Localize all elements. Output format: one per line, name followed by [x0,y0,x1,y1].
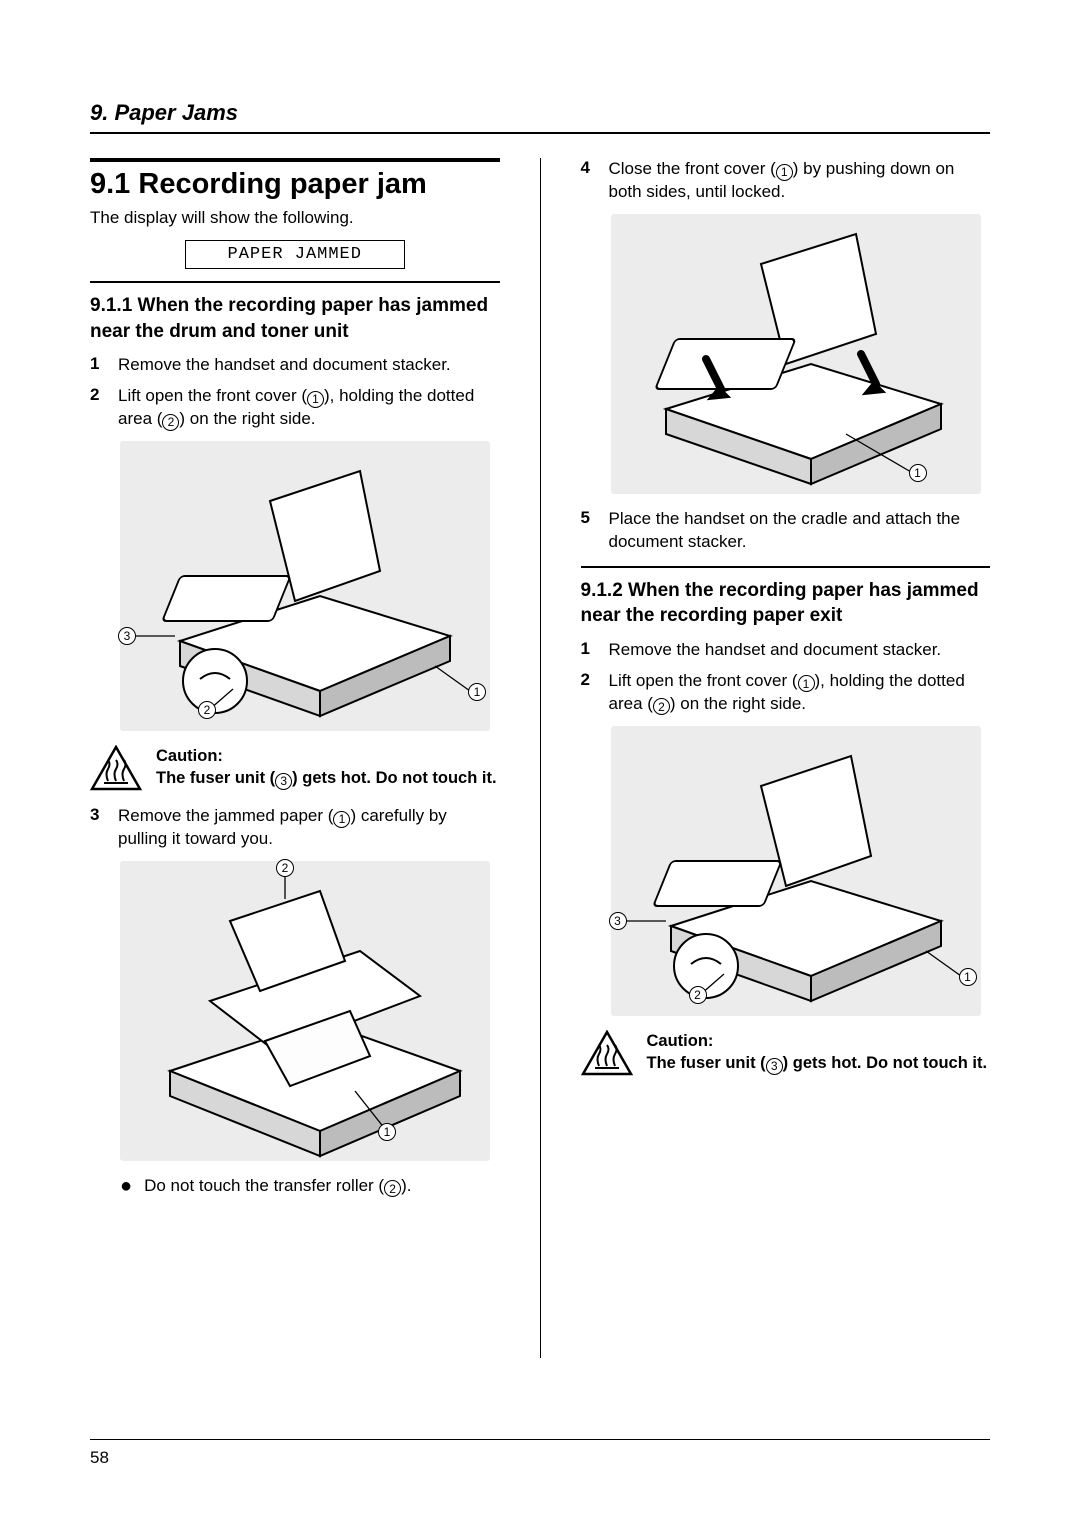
t: ) gets hot. Do not touch it. [292,769,496,787]
page-footer: 58 [90,1439,990,1468]
two-column-layout: 9.1 Recording paper jam The display will… [90,158,990,1358]
hot-surface-icon [581,1030,633,1076]
bullet-note: ● Do not touch the transfer roller (2). [120,1175,500,1198]
t: The fuser unit ( [156,769,275,787]
circled-1-icon: 1 [333,811,350,828]
step-2: 2 Lift open the front cover (1), holding… [90,385,500,431]
section-title: 9.1 Recording paper jam [90,168,500,201]
step-5: 5 Place the handset on the cradle and at… [581,508,991,554]
circled-1-icon: 1 [307,391,324,408]
step-number: 2 [90,385,104,431]
step-3: 3 Remove the jammed paper (1) carefully … [90,805,500,851]
caution-text: Caution: The fuser unit (3) gets hot. Do… [647,1030,988,1075]
callout-1: 1 [959,968,977,986]
step-text: Remove the handset and document stacker. [609,639,991,662]
circled-2-icon: 2 [384,1180,401,1197]
step-text: Place the handset on the cradle and atta… [609,508,991,554]
step-2b: 2 Lift open the front cover (1), holding… [581,670,991,716]
t: Lift open the front cover ( [609,671,798,690]
chapter-header: 9. Paper Jams [90,100,990,134]
caution-text: Caution: The fuser unit (3) gets hot. Do… [156,745,497,790]
circled-2-icon: 2 [162,414,179,431]
subsection-912: 9.1.2 When the recording paper has jamme… [581,578,991,629]
step-text: Remove the jammed paper (1) carefully by… [118,805,500,851]
circled-3-icon: 3 [275,773,292,790]
page-number: 58 [90,1448,109,1467]
hot-surface-icon [90,745,142,791]
bullet-text: Do not touch the transfer roller (2). [144,1175,499,1198]
step-number: 1 [90,354,104,377]
step-1b: 1 Remove the handset and document stacke… [581,639,991,662]
right-column: 4 Close the front cover (1) by pushing d… [581,158,991,1358]
circled-1-icon: 1 [798,675,815,692]
section-rule [90,158,500,162]
circled-3-icon: 3 [766,1058,783,1075]
step-4: 4 Close the front cover (1) by pushing d… [581,158,991,204]
callout-1: 1 [468,683,486,701]
fax-illustration-icon [611,214,981,494]
step-text: Remove the handset and document stacker. [118,354,500,377]
figure-open-cover-b: 3 2 1 [611,726,981,1016]
t: Lift open the front cover ( [118,386,307,405]
callout-2: 2 [276,859,294,877]
step-number: 4 [581,158,595,204]
caution-label: Caution: [156,747,223,765]
fax-illustration-icon [611,726,981,1016]
callout-3: 3 [609,912,627,930]
callout-1: 1 [909,464,927,482]
column-divider [540,158,541,1358]
caution-label: Caution: [647,1032,714,1050]
left-column: 9.1 Recording paper jam The display will… [90,158,500,1358]
t: ). [401,1176,411,1195]
t: The fuser unit ( [647,1054,766,1072]
callout-2: 2 [689,986,707,1004]
t: Close the front cover ( [609,159,776,178]
fax-illustration-icon [120,861,490,1161]
callout-3: 3 [118,627,136,645]
circled-1-icon: 1 [776,164,793,181]
caution-block: Caution: The fuser unit (3) gets hot. Do… [90,745,500,791]
step-text: Close the front cover (1) by pushing dow… [609,158,991,204]
bullet-icon: ● [120,1175,132,1198]
t: ) gets hot. Do not touch it. [783,1054,987,1072]
t: Do not touch the transfer roller ( [144,1176,384,1195]
step-text: Lift open the front cover (1), holding t… [609,670,991,716]
t: ) on the right side. [179,409,315,428]
callout-1: 1 [378,1123,396,1141]
circled-2-icon: 2 [653,698,670,715]
intro-text: The display will show the following. [90,207,500,230]
callout-2: 2 [198,701,216,719]
t: Remove the jammed paper ( [118,806,333,825]
subsection-rule [90,281,500,283]
figure-remove-paper: 2 1 [120,861,490,1161]
subsection-rule [581,566,991,568]
t: ) on the right side. [670,694,806,713]
step-text: Lift open the front cover (1), holding t… [118,385,500,431]
fax-illustration-icon [120,441,490,731]
step-number: 3 [90,805,104,851]
figure-open-cover: 3 2 1 [120,441,490,731]
step-number: 5 [581,508,595,554]
caution-block-b: Caution: The fuser unit (3) gets hot. Do… [581,1030,991,1076]
step-number: 2 [581,670,595,716]
figure-close-cover: 1 [611,214,981,494]
subsection-911: 9.1.1 When the recording paper has jamme… [90,293,500,344]
lcd-display-box: PAPER JAMMED [185,240,405,269]
step-number: 1 [581,639,595,662]
step-1: 1 Remove the handset and document stacke… [90,354,500,377]
